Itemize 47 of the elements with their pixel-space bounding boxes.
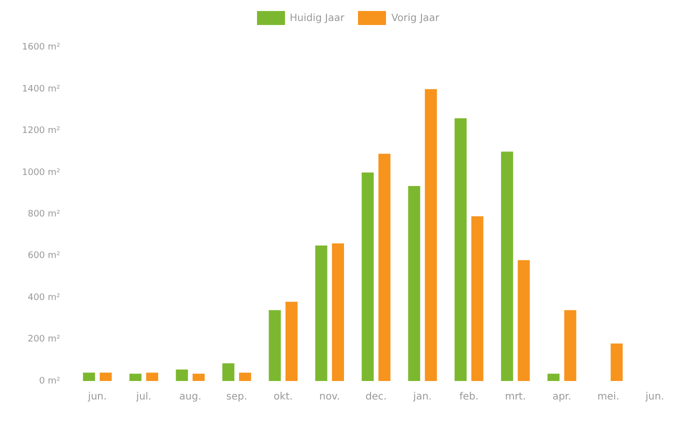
bar — [286, 302, 298, 381]
bar — [176, 370, 188, 381]
bar — [408, 186, 420, 381]
bar — [501, 152, 514, 381]
bar — [424, 89, 437, 381]
bar — [129, 374, 142, 381]
bar — [454, 118, 467, 381]
bar — [146, 372, 158, 381]
x-tick-label: dec. — [365, 392, 387, 403]
bar — [239, 372, 252, 381]
bar — [518, 260, 530, 381]
y-tick-label: 400 m² — [28, 292, 61, 303]
bar — [332, 243, 344, 381]
x-tick-label: jun. — [644, 392, 664, 403]
y-tick-label: 600 m² — [28, 251, 61, 262]
x-tick-label: jul. — [135, 392, 152, 403]
y-tick-label: 1000 m² — [22, 168, 61, 178]
bar — [315, 245, 328, 381]
bar — [362, 172, 374, 381]
bar — [268, 310, 281, 381]
bar — [378, 154, 390, 381]
x-tick-label: aug. — [179, 392, 202, 403]
x-tick-label: feb. — [459, 392, 479, 403]
legend-label: Huidig Jaar — [290, 12, 344, 24]
x-tick-label: apr. — [552, 392, 572, 403]
y-tick-label: 0 m² — [39, 376, 61, 386]
bar — [610, 343, 623, 381]
y-tick-label: 1600 m² — [22, 42, 61, 53]
bar — [100, 372, 112, 381]
x-tick-label: okt. — [274, 392, 293, 403]
bar — [564, 310, 576, 381]
bar — [82, 372, 96, 381]
y-tick-label: 1200 m² — [22, 126, 61, 136]
bar — [471, 216, 484, 381]
y-tick-label: 800 m² — [28, 210, 61, 220]
x-tick-label: jan. — [412, 392, 432, 403]
x-tick-label: mei. — [597, 392, 620, 403]
x-tick-label: sep. — [226, 392, 248, 403]
x-tick-label: nov. — [319, 392, 340, 403]
bar — [222, 363, 234, 381]
bar — [547, 374, 560, 381]
legend-label: Vorig Jaar — [391, 12, 440, 24]
bar — [192, 374, 205, 381]
y-tick-label: 1400 m² — [22, 84, 61, 94]
x-tick-label: mrt. — [504, 392, 526, 403]
x-tick-label: jun. — [87, 392, 107, 403]
y-tick-label: 200 m² — [28, 334, 61, 345]
